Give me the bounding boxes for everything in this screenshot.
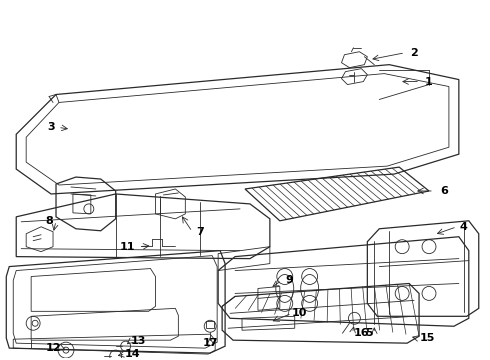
Text: 15: 15 [419,333,435,343]
Text: 9: 9 [286,275,294,285]
Text: 11: 11 [120,242,135,252]
Text: 14: 14 [125,349,141,359]
Text: 6: 6 [440,186,448,196]
Text: 13: 13 [131,336,146,346]
Text: 7: 7 [196,227,204,237]
Text: 16: 16 [354,328,369,338]
Text: 1: 1 [425,77,433,86]
Text: 10: 10 [292,308,307,318]
Text: 4: 4 [460,222,468,232]
Text: 3: 3 [47,122,55,132]
Text: 5: 5 [366,328,373,338]
Text: 17: 17 [202,338,218,348]
Text: 2: 2 [410,48,418,58]
Text: 12: 12 [45,343,61,353]
Text: 8: 8 [45,216,53,226]
